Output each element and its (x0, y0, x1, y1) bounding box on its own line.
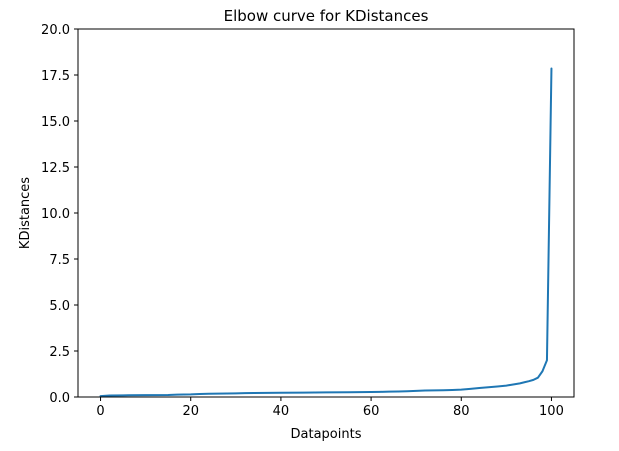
y-tick-label: 5.0 (49, 299, 70, 314)
x-tick-label: 80 (453, 404, 470, 419)
y-tick-label: 10.0 (41, 207, 70, 222)
y-tick-label: 2.5 (49, 345, 70, 360)
y-tick-label: 0.0 (49, 391, 70, 406)
x-axis-label: Datapoints (291, 427, 362, 442)
axes-frame (77, 28, 575, 398)
y-tick-label: 15.0 (41, 115, 70, 130)
y-tick-label: 17.5 (41, 69, 70, 84)
plot-area: 0 20 40 60 80 100 0.0 2.5 5.0 7.5 10.0 12.5 15.0 17.5… (41, 23, 564, 419)
kdistance-series-line (99, 67, 553, 398)
y-tick-label: 7.5 (49, 253, 70, 268)
x-tick-label: 20 (182, 404, 199, 419)
chart-title: Elbow curve for KDistances (224, 7, 429, 25)
x-tick-label: 0 (96, 404, 104, 419)
x-tick-label: 60 (363, 404, 380, 419)
y-tick-label: 12.5 (41, 161, 70, 176)
x-tick-label: 100 (539, 404, 564, 419)
x-tick-label: 40 (273, 404, 290, 419)
y-axis-label: KDistances (18, 177, 33, 249)
y-tick-label: 20.0 (41, 23, 70, 38)
